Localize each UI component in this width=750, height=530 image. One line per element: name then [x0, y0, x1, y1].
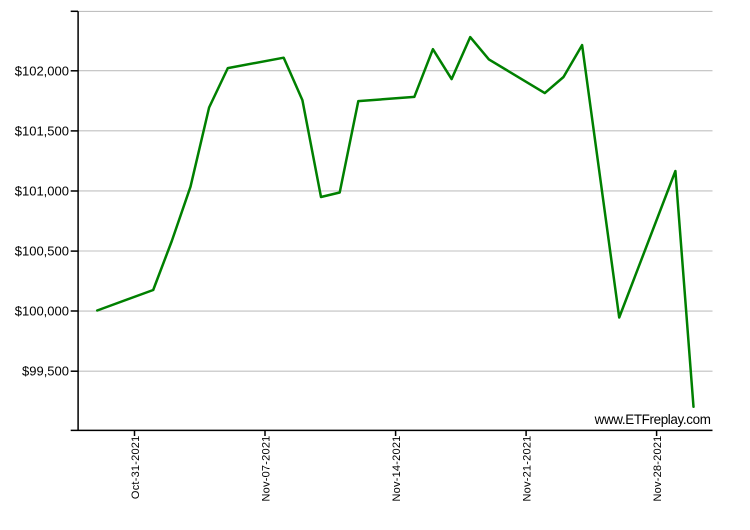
svg-text:$101,500: $101,500 [15, 123, 69, 138]
svg-text:$100,000: $100,000 [15, 304, 69, 319]
svg-text:Nov-07-2021: Nov-07-2021 [261, 436, 273, 502]
svg-text:$100,500: $100,500 [15, 244, 69, 259]
svg-text:Nov-28-2021: Nov-28-2021 [652, 436, 664, 502]
svg-text:Nov-14-2021: Nov-14-2021 [391, 436, 403, 502]
svg-text:$99,500: $99,500 [22, 364, 69, 379]
svg-text:$101,000: $101,000 [15, 184, 69, 199]
svg-text:Nov-21-2021: Nov-21-2021 [522, 436, 534, 502]
svg-text:Oct-31-2021: Oct-31-2021 [130, 436, 142, 500]
svg-text:www.ETFreplay.com: www.ETFreplay.com [594, 412, 711, 427]
svg-text:$102,000: $102,000 [15, 63, 69, 78]
